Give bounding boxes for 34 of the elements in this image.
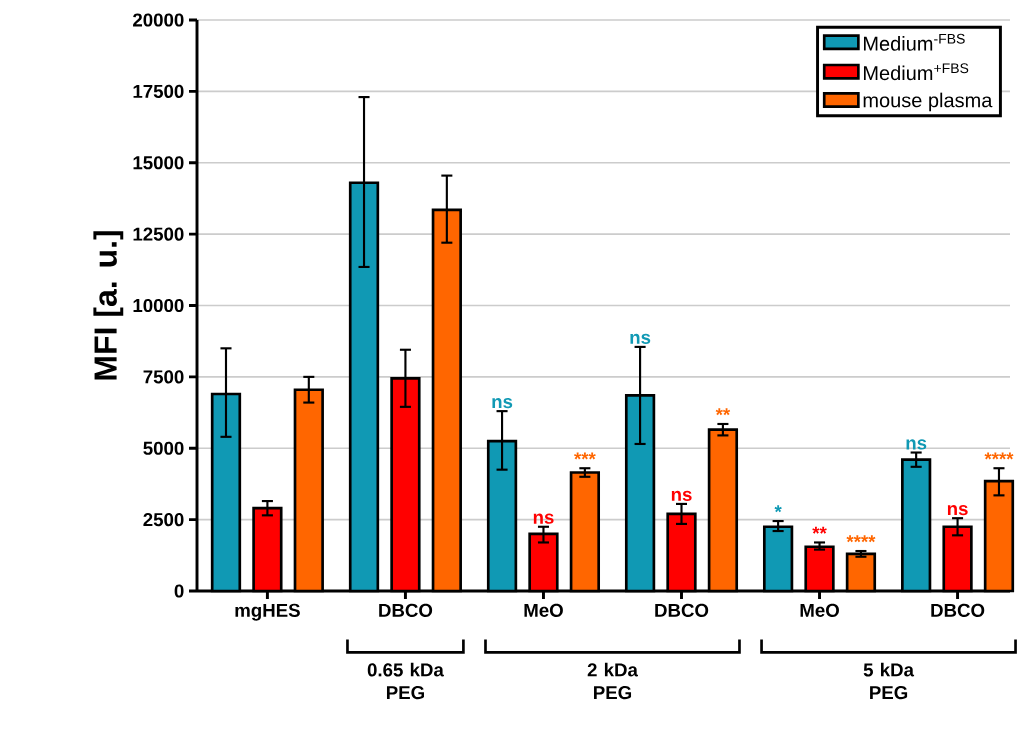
y-tick-label: 20000 (133, 13, 184, 27)
x-tick-label: MeO (524, 603, 563, 617)
data-label: ** (715, 408, 731, 416)
y-axis-title: MFI [a. u.] (93, 231, 124, 380)
y-tick-label: 2500 (143, 513, 184, 527)
data-label: * (774, 505, 782, 513)
x-tick-label: DBCO (655, 603, 709, 617)
data-label: ns (906, 439, 927, 450)
y-tick-label: 0 (174, 584, 184, 598)
x-tick-label: DBCO (379, 603, 433, 617)
y-tick-label: 17500 (133, 84, 184, 98)
data-label: ns (947, 505, 968, 516)
x-tick-label: MeO (800, 603, 839, 617)
data-label: **** (984, 452, 1014, 460)
x-tick-label: mgHES (235, 603, 300, 621)
text: 2 kDa PEG (587, 662, 639, 700)
text: 0.65 kDa PEG (367, 662, 444, 700)
text: 5 kDa PEG (863, 662, 915, 700)
y-tick-label: 7500 (143, 370, 184, 384)
legend-label: Medium$^{+FBS}$ (863, 63, 969, 81)
data-label: ns (492, 397, 513, 409)
x-tick-label: DBCO (931, 603, 985, 617)
data-label: ** (812, 526, 827, 534)
data-label: *** (574, 452, 596, 460)
data-label: ns (533, 513, 554, 524)
data-label: ns (630, 333, 651, 344)
data-label: ns (671, 490, 692, 501)
y-tick-label: 12500 (133, 227, 184, 241)
y-tick-label: 15000 (133, 156, 184, 170)
legend-label: mouse plasma (863, 92, 993, 112)
data-label: **** (846, 535, 876, 543)
y-tick-label: 10000 (133, 298, 184, 313)
y-tick-label: 5000 (143, 441, 184, 455)
legend-label: Medium$^{-FBS}$ (863, 33, 965, 51)
